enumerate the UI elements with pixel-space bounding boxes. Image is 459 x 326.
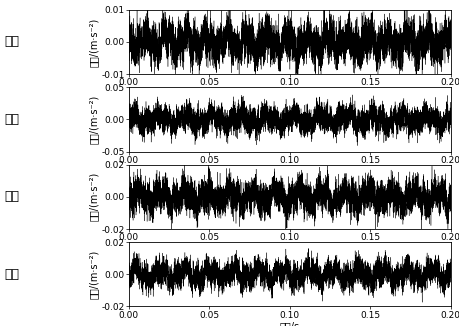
Y-axis label: 幅値/(m·s⁻²): 幅値/(m·s⁻²): [88, 95, 98, 144]
Y-axis label: 幅値/(m·s⁻²): 幅値/(m·s⁻²): [89, 172, 98, 221]
X-axis label: 时间/s: 时间/s: [279, 89, 299, 99]
Text: 磨损: 磨损: [5, 113, 20, 126]
X-axis label: 时间/s: 时间/s: [279, 321, 299, 326]
Text: 正常: 正常: [5, 36, 20, 49]
X-axis label: 时间/s: 时间/s: [279, 166, 299, 176]
Text: 裂纹: 裂纹: [5, 190, 20, 203]
Y-axis label: 幅値/(m·s⁻²): 幅値/(m·s⁻²): [89, 250, 98, 299]
Y-axis label: 幅値/(m·s⁻²): 幅値/(m·s⁻²): [88, 17, 98, 67]
X-axis label: 时间/s: 时间/s: [279, 244, 299, 254]
Text: 断齿: 断齿: [5, 268, 20, 281]
